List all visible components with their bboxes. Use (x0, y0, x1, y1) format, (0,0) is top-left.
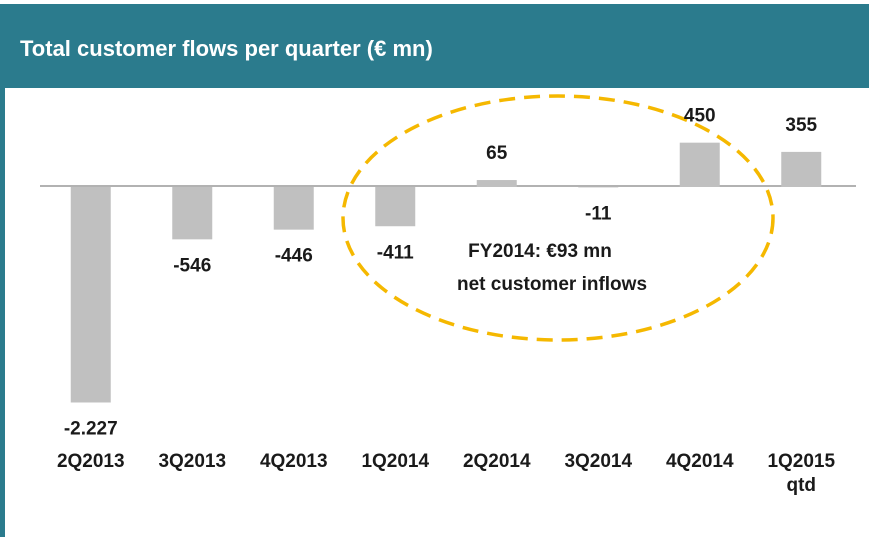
bar (578, 186, 619, 188)
x-tick-label-line: 1Q2015 (767, 451, 835, 472)
value-label: -2.227 (64, 419, 118, 440)
bar (375, 186, 416, 227)
annotation: FY2014: €93 mn (468, 241, 612, 262)
value-label: 355 (785, 115, 817, 136)
annotation: net customer inflows (457, 274, 647, 295)
bar (781, 151, 822, 187)
value-label: 65 (486, 143, 508, 164)
left-border (0, 88, 5, 537)
x-tick-label: 2Q2014 (463, 451, 531, 472)
bar (172, 186, 213, 240)
value-label: -411 (377, 242, 414, 263)
x-tick-label-line: qtd (786, 475, 816, 496)
x-tick-label: 4Q2014 (666, 451, 734, 472)
x-tick-label: 2Q2013 (57, 451, 125, 472)
value-label: -446 (275, 246, 313, 267)
title-band (0, 4, 869, 88)
x-tick-label: 3Q2014 (564, 451, 632, 472)
value-label: -11 (585, 203, 612, 224)
bar (70, 186, 111, 403)
x-tick-label: 1Q2015 qtd (767, 451, 835, 496)
x-tick-label: 4Q2013 (260, 451, 328, 472)
value-label: -546 (173, 255, 211, 276)
x-tick-label: 3Q2013 (158, 451, 226, 472)
value-label: 450 (684, 106, 716, 127)
bar (476, 180, 517, 187)
x-tick-label: 1Q2014 (361, 451, 429, 472)
chart-title: Total customer flows per quarter (€ mn) (20, 36, 433, 61)
bar (273, 186, 314, 230)
highlight-ellipse (341, 94, 775, 342)
bar (679, 142, 720, 187)
